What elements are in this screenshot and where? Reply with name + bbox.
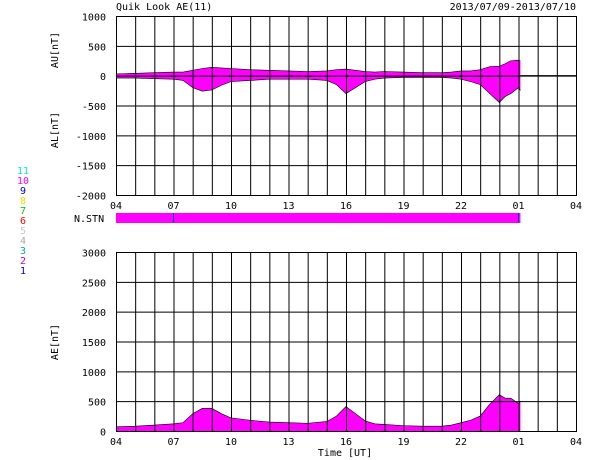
- x-tick-label: 04: [110, 437, 122, 448]
- y-tick-label: 3000: [82, 249, 106, 260]
- y-tick-label: 1500: [82, 338, 106, 349]
- station-legend-item: 4: [20, 236, 26, 247]
- x-tick-label: 04: [570, 201, 582, 212]
- station-legend-item: 10: [17, 176, 29, 187]
- series-ae-fill: [116, 394, 521, 431]
- station-legend-item: 8: [20, 196, 26, 207]
- y-tick-label: 500: [88, 398, 106, 409]
- series-ae-line: [115, 394, 521, 428]
- nstn-bar: [116, 213, 521, 223]
- date-range: 2013/07/09-2013/07/10: [450, 2, 576, 13]
- x-tick-label: 04: [570, 437, 582, 448]
- y-tick-label: -2000: [76, 192, 106, 203]
- au-axis-label: AU[nT]: [50, 32, 61, 68]
- x-tick-label: 22: [455, 201, 467, 212]
- series-au-line: [115, 59, 521, 75]
- x-tick-label: 19: [397, 201, 409, 212]
- y-tick-label: 1000: [82, 368, 106, 379]
- station-legend-item: 7: [20, 206, 26, 217]
- chart-title: Quik Look AE(11): [116, 2, 212, 13]
- y-tick-label: 2500: [82, 278, 106, 289]
- plot-frame: [116, 252, 577, 432]
- au-al-panel: 1000 500 0 -500 -1000 -1500 -2000 04 07 10 13 16 19 2…: [76, 13, 582, 213]
- x-tick-label: 07: [167, 201, 179, 212]
- station-legend-item: 6: [20, 216, 26, 227]
- x-tick-label: 10: [225, 437, 237, 448]
- x-tick-label: 01: [512, 201, 524, 212]
- al-axis-label: AL[nT]: [50, 112, 61, 148]
- y-tick-label: -1500: [76, 162, 106, 173]
- x-tick-label: 13: [282, 201, 294, 212]
- au-al-band-fill: [116, 60, 521, 103]
- y-tick-label: 0: [100, 428, 106, 439]
- x-tick-label: 16: [340, 201, 352, 212]
- y-tick-label: 0: [100, 72, 106, 83]
- x-tick-label: 04: [110, 201, 122, 212]
- station-legend-item: 1: [20, 266, 26, 277]
- y-tick-label: 1000: [82, 13, 106, 24]
- y-tick-label: 2000: [82, 308, 106, 319]
- x-tick-label: 22: [455, 437, 467, 448]
- x-tick-label: 01: [512, 437, 524, 448]
- x-tick-label: 13: [282, 437, 294, 448]
- x-tick-label: 16: [340, 437, 352, 448]
- y-tick-label: 500: [88, 42, 106, 53]
- nstn-fill: [116, 213, 521, 223]
- ae-panel: 3000 2500 2000 1500 1000 500 0 04 07 10 13 16 19 22 01…: [82, 249, 582, 449]
- station-legend-item: 3: [20, 246, 26, 257]
- x-tick-label: 07: [167, 437, 179, 448]
- ae-axis-label: AE[nT]: [50, 324, 61, 360]
- station-legend-item: 5: [20, 226, 26, 237]
- station-legend-item: 2: [20, 256, 26, 267]
- plot-frame: [116, 16, 577, 196]
- x-tick-label: 19: [397, 437, 409, 448]
- series-al-line: [116, 77, 521, 103]
- y-tick-label: -1000: [76, 132, 106, 143]
- nstn-label: N.STN: [74, 214, 104, 225]
- y-tick-label: -500: [82, 102, 106, 113]
- station-legend-item: 11: [17, 166, 29, 177]
- x-tick-label: 10: [225, 201, 237, 212]
- station-legend-item: 9: [20, 186, 26, 197]
- x-axis-label: Time [UT]: [318, 448, 372, 459]
